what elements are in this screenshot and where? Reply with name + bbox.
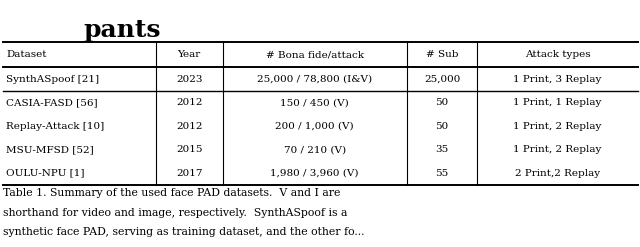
Text: Year: Year <box>177 50 201 59</box>
Text: 2017: 2017 <box>176 169 202 178</box>
Text: Replay-Attack [10]: Replay-Attack [10] <box>6 122 104 131</box>
Text: 2 Print,2 Replay: 2 Print,2 Replay <box>515 169 600 178</box>
Text: 1,980 / 3,960 (V): 1,980 / 3,960 (V) <box>270 169 359 178</box>
Text: # Bona fide/attack: # Bona fide/attack <box>266 50 364 59</box>
Text: 50: 50 <box>435 122 449 131</box>
Text: 2023: 2023 <box>176 75 202 84</box>
Text: MSU-MFSD [52]: MSU-MFSD [52] <box>6 145 93 154</box>
Text: 1 Print, 2 Replay: 1 Print, 2 Replay <box>513 122 602 131</box>
Text: 1 Print, 3 Replay: 1 Print, 3 Replay <box>513 75 602 84</box>
Text: 35: 35 <box>435 145 449 154</box>
Text: 2012: 2012 <box>176 98 202 107</box>
Text: OULU-NPU [1]: OULU-NPU [1] <box>6 169 84 178</box>
Text: 25,000 / 78,800 (I&V): 25,000 / 78,800 (I&V) <box>257 75 372 84</box>
Text: pants: pants <box>83 18 161 42</box>
Text: Dataset: Dataset <box>6 50 47 59</box>
Text: CASIA-FASD [56]: CASIA-FASD [56] <box>6 98 98 107</box>
Text: # Sub: # Sub <box>426 50 458 59</box>
Text: 55: 55 <box>435 169 449 178</box>
Text: Attack types: Attack types <box>525 50 591 59</box>
Text: 1 Print, 2 Replay: 1 Print, 2 Replay <box>513 145 602 154</box>
Text: 2012: 2012 <box>176 122 202 131</box>
Text: 150 / 450 (V): 150 / 450 (V) <box>280 98 349 107</box>
Text: 50: 50 <box>435 98 449 107</box>
Text: 200 / 1,000 (V): 200 / 1,000 (V) <box>275 122 354 131</box>
Text: 25,000: 25,000 <box>424 75 460 84</box>
Text: 2015: 2015 <box>176 145 202 154</box>
Text: synthetic face PAD, serving as training dataset, and the other fo...: synthetic face PAD, serving as training … <box>3 227 365 237</box>
Text: Table 1. Summary of the used face PAD datasets.  V and I are: Table 1. Summary of the used face PAD da… <box>3 188 340 198</box>
Text: shorthand for video and image, respectively.  SynthASpoof is a: shorthand for video and image, respectiv… <box>3 207 348 218</box>
Text: 1 Print, 1 Replay: 1 Print, 1 Replay <box>513 98 602 107</box>
Text: SynthASpoof [21]: SynthASpoof [21] <box>6 75 99 84</box>
Text: 70 / 210 (V): 70 / 210 (V) <box>284 145 346 154</box>
